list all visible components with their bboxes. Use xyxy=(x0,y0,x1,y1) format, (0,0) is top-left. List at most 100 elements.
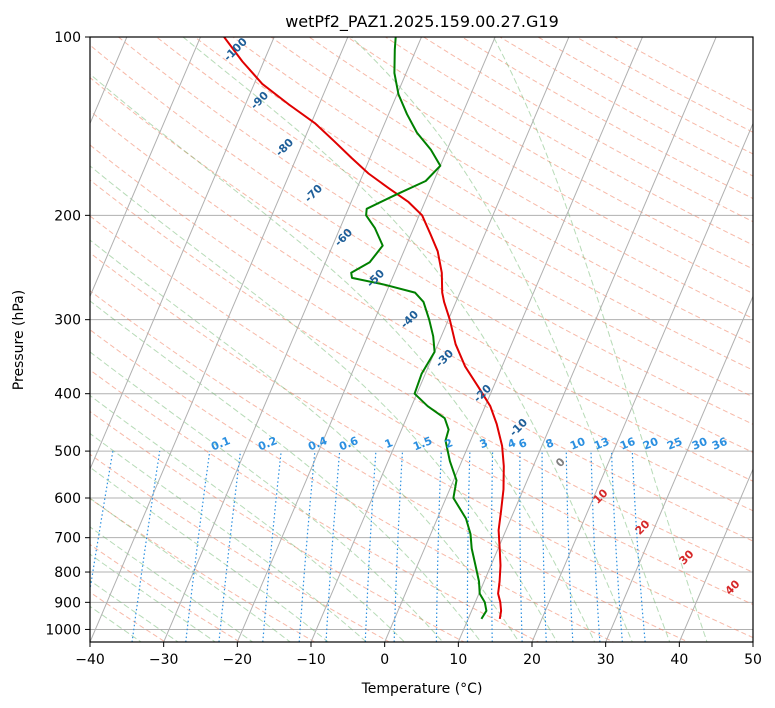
dry-adiabat xyxy=(90,215,753,606)
mixing-ratio-label: 6 xyxy=(517,436,529,451)
x-axis-ticks: −40 −30 −20 −10 0 10 20 30 40 50 xyxy=(75,642,762,668)
moist-adiabat xyxy=(90,579,180,642)
moist-adiabat xyxy=(90,73,596,642)
moist-adiabat xyxy=(351,37,671,642)
y-tick-label: 100 xyxy=(54,30,81,46)
isotherm-line xyxy=(90,37,202,298)
dewpoint-profile-line xyxy=(350,37,488,620)
x-tick-label: −10 xyxy=(296,652,326,668)
isotherm-label: -10 xyxy=(507,416,530,439)
mixing-ratio-line xyxy=(490,451,494,642)
y-axis-label: Pressure (hPa) xyxy=(11,290,27,390)
isotherm-line xyxy=(752,640,753,642)
dry-adiabat xyxy=(346,37,753,270)
mixing-ratio-label: 36 xyxy=(710,435,729,453)
positive-isotherm-label: 10 xyxy=(591,486,611,506)
mixing-ratio-line xyxy=(90,450,114,594)
profile-series xyxy=(223,37,505,620)
mixing-ratio-line xyxy=(325,451,341,642)
background-lines xyxy=(0,24,753,654)
moist-adiabat xyxy=(90,394,406,642)
moist-adiabat xyxy=(90,351,444,642)
dry-adiabat xyxy=(155,37,753,398)
dry-adiabat xyxy=(90,453,391,642)
mixing-ratio-line xyxy=(298,451,316,642)
y-tick-label: 1000 xyxy=(45,622,81,638)
positive-isotherm-label: 30 xyxy=(677,547,697,567)
mixing-ratio-label: 0.2 xyxy=(256,434,279,453)
mixing-ratio-line xyxy=(185,451,211,642)
dry-adiabat xyxy=(90,252,753,639)
mixing-ratio-line xyxy=(466,451,471,642)
mixing-ratio-line xyxy=(590,451,601,642)
dry-adiabat xyxy=(90,76,753,482)
dry-adiabat xyxy=(422,37,753,223)
dry-adiabat xyxy=(90,369,540,642)
isotherm-line xyxy=(90,37,349,642)
isotherm-label: -40 xyxy=(398,308,421,331)
y-tick-label: 600 xyxy=(54,491,81,507)
dry-adiabat xyxy=(499,37,753,177)
y-tick-label: 300 xyxy=(54,313,81,329)
dry-adiabat xyxy=(537,37,753,155)
moist-adiabat xyxy=(90,239,520,642)
y-tick-label: 800 xyxy=(54,565,81,581)
moist-adiabat xyxy=(90,497,292,642)
x-tick-label: 50 xyxy=(744,652,762,668)
y-axis-ticks: 1000 900 800 700 600 500 400 300 200 100 xyxy=(45,30,90,638)
isotherm-line xyxy=(457,37,717,642)
dry-adiabat xyxy=(90,410,466,642)
mixing-ratio-label: 16 xyxy=(618,435,637,453)
x-axis-label: Temperature (°C) xyxy=(361,681,483,697)
isotherm-line xyxy=(384,37,644,642)
mixing-ratio-label: 8 xyxy=(544,436,556,451)
y-tick-label: 900 xyxy=(54,595,81,611)
x-tick-label: 40 xyxy=(670,652,688,668)
mixing-ratio-label: 1.5 xyxy=(411,434,434,453)
dry-adiabat xyxy=(308,37,753,295)
y-tick-label: 200 xyxy=(54,208,81,224)
dry-adiabat xyxy=(193,37,753,371)
isotherm-line xyxy=(90,37,275,471)
isotherm-line xyxy=(678,467,753,642)
x-tick-label: −40 xyxy=(75,652,105,668)
x-tick-label: 30 xyxy=(597,652,615,668)
moist-adiabat xyxy=(90,432,368,642)
isotherm-label: -30 xyxy=(433,347,456,370)
isotherm-line xyxy=(605,295,753,642)
dry-adiabat xyxy=(384,37,753,246)
chart-title: wetPf2_PAZ1.2025.159.00.27.G19 xyxy=(285,12,559,32)
dry-adiabat xyxy=(90,497,316,642)
dry-adiabat xyxy=(90,144,753,542)
mixing-ratio-label: 0.4 xyxy=(306,434,329,453)
dry-adiabat xyxy=(90,329,615,642)
moist-adiabat xyxy=(182,37,633,642)
moist-adiabat xyxy=(493,37,708,642)
mixing-ratio-label: 3 xyxy=(478,436,490,451)
x-tick-label: 0 xyxy=(380,652,389,668)
mixing-ratio-line xyxy=(541,451,547,642)
isotherm-line xyxy=(310,37,570,642)
pressure-grid xyxy=(90,36,753,630)
isotherm-labels: 0.1 0.2 0.4 0.6 1 1.5 2 3 4 6 8 10 13 16 20 25 30 36-100-… xyxy=(209,35,743,598)
x-tick-label: −30 xyxy=(149,652,179,668)
mixing-ratio-label: 0.1 xyxy=(209,434,232,453)
isotherm-line xyxy=(531,122,753,642)
mixing-ratio-line xyxy=(610,451,623,642)
moist-adiabat xyxy=(90,300,482,642)
moist-adiabat xyxy=(90,165,558,642)
x-tick-label: −20 xyxy=(223,652,253,668)
dry-adiabat xyxy=(117,37,753,425)
isotherm-label: -20 xyxy=(471,382,494,405)
mixing-ratio-label: 2 xyxy=(443,436,455,451)
mixing-ratio-line xyxy=(435,451,442,642)
dry-adiabat xyxy=(90,543,241,642)
y-tick-label: 400 xyxy=(54,387,81,403)
isotherm-line xyxy=(0,24,59,654)
isotherm-line xyxy=(163,37,423,642)
plot-frame xyxy=(89,36,754,643)
mixing-ratio-label: 10 xyxy=(568,435,587,453)
mixing-ratio-line xyxy=(519,451,523,642)
mixing-ratio-label: 1 xyxy=(383,436,395,451)
